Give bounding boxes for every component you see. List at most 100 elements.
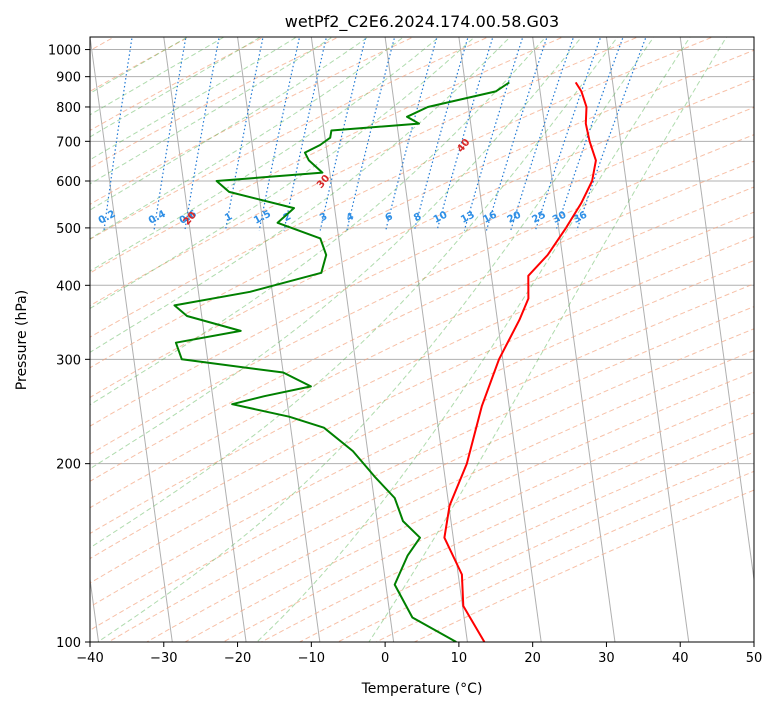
isotherm-line [163,37,247,642]
isotherm-line [237,37,321,642]
mixing-ratio-label: 25 [530,210,547,226]
y-axis-label: Pressure (hPa) [14,290,30,390]
mixing-ratio-line [258,37,301,231]
isotherm-line [384,37,468,642]
dry-adiabat-line [90,37,415,205]
mixing-ratio-label: 36 [572,210,589,226]
y-tick-label: 800 [56,101,81,116]
mixing-ratio-label: 0.2 [97,209,118,227]
x-tick-label: 20 [524,651,541,666]
dry-adiabat-line [107,328,754,642]
y-tick-label: 300 [56,353,81,368]
dry-adiabat-line [90,37,714,338]
mixing-ratio-label: 30 [551,210,568,226]
y-tick-label: 500 [56,222,81,237]
dry-adiabat-line [90,236,754,560]
y-tick-label: 400 [56,279,81,294]
mixing-ratio-label: 6 [384,211,395,224]
dry-adiabat-line [413,489,754,642]
temperature-line [443,81,597,642]
moist-adiabat-line [90,37,440,272]
x-tick-label: −10 [298,651,325,666]
isotherm-line [679,37,754,584]
mixing-ratio-label: 8 [412,211,423,224]
x-tick-label: −30 [150,651,177,666]
dry-adiabat-line [90,37,565,274]
chart-title: wetPf2_C2E6.2024.174.00.58.G03 [285,12,559,32]
moist-adiabat-line [90,37,619,549]
mixing-ratio-line [413,37,469,231]
isotherm-line [90,37,173,642]
moist-adiabat-line [90,37,476,310]
isotherm-line [532,37,616,642]
dry-adiabat-line [90,37,190,92]
mixing-ratio-label: 3 [318,211,329,224]
x-tick-label: 10 [451,651,468,666]
isotherm-line [458,37,542,642]
dry-adiabat-line [298,432,754,642]
y-tick-label: 900 [56,71,81,86]
x-axis-label: Temperature (°C) [361,681,483,697]
dry-adiabat-label: 40 [455,137,472,155]
x-axis: −40 −30 −20 −10 0 10 20 30 40 50 [76,642,762,666]
y-tick-label: 1000 [48,44,81,59]
moist-adiabat-line [90,37,369,211]
grid-layer [90,37,754,642]
dry-adiabat-line [90,37,640,307]
mixing-ratio-label: 4 [345,211,356,224]
x-tick-label: 30 [598,651,615,666]
mixing-ratio-label: 20 [506,210,523,226]
dry-adiabat-line [90,306,754,631]
moist-adiabat-line [90,37,511,353]
mixing-ratio-line [576,37,647,231]
moist-adiabat-line [90,37,405,240]
x-tick-label: −20 [224,651,251,666]
y-tick-label: 100 [56,636,81,651]
mixing-ratio-line [224,37,264,231]
dry-adiabat-line [90,211,754,535]
mixing-ratio-line [555,37,624,231]
mixing-ratio-label: 2 [282,211,293,224]
dry-adiabat-line [90,106,754,427]
moist-adiabat-line [256,37,691,642]
mixing-ratio-label: 1 [223,211,234,224]
mixing-ratio-line [346,37,396,231]
background-lines [57,35,754,642]
mixing-ratio-line [463,37,524,231]
mixing-ratio-line [184,37,220,231]
mixing-ratio-line [153,37,187,231]
moist-adiabat-line [90,37,298,161]
y-axis: 1000 900 800 700 600 500 400 300 200 100 [48,44,90,651]
mixing-ratio-label: 13 [459,210,476,226]
isotherm-line [753,37,754,41]
mixing-ratio-label: 0.4 [147,209,168,227]
mixing-ratio-line [283,37,328,231]
mixing-ratio-line [534,37,602,231]
mixing-ratio-line [510,37,575,231]
mixing-ratio-line [103,37,133,231]
x-tick-label: 40 [672,651,689,666]
dry-adiabat-line [90,49,754,369]
y-tick-label: 700 [56,135,81,150]
mixing-ratio-line [485,37,548,231]
dry-adiabat-line [336,451,754,642]
dry-adiabat-line [90,134,754,455]
x-tick-label: 0 [381,651,389,666]
dry-adiabat-line [90,37,265,131]
dry-adiabat-label: 10 [55,247,72,265]
dewpoint-line [173,81,510,642]
mixing-ratio-line [436,37,494,231]
isotherm-line [605,37,690,642]
series-layer [173,81,597,642]
dry-adiabat-line [90,37,490,240]
mixing-ratio-line [319,37,367,231]
dry-adiabat-line [90,78,754,398]
plot-frame [89,36,755,643]
moist-adiabat-line [96,37,655,642]
moist-adiabat-line [90,37,189,94]
mixing-ratio-line [57,35,82,231]
dry-adiabat-line [90,160,754,482]
dry-adiabat-line [145,349,754,642]
x-tick-label: −40 [76,651,103,666]
